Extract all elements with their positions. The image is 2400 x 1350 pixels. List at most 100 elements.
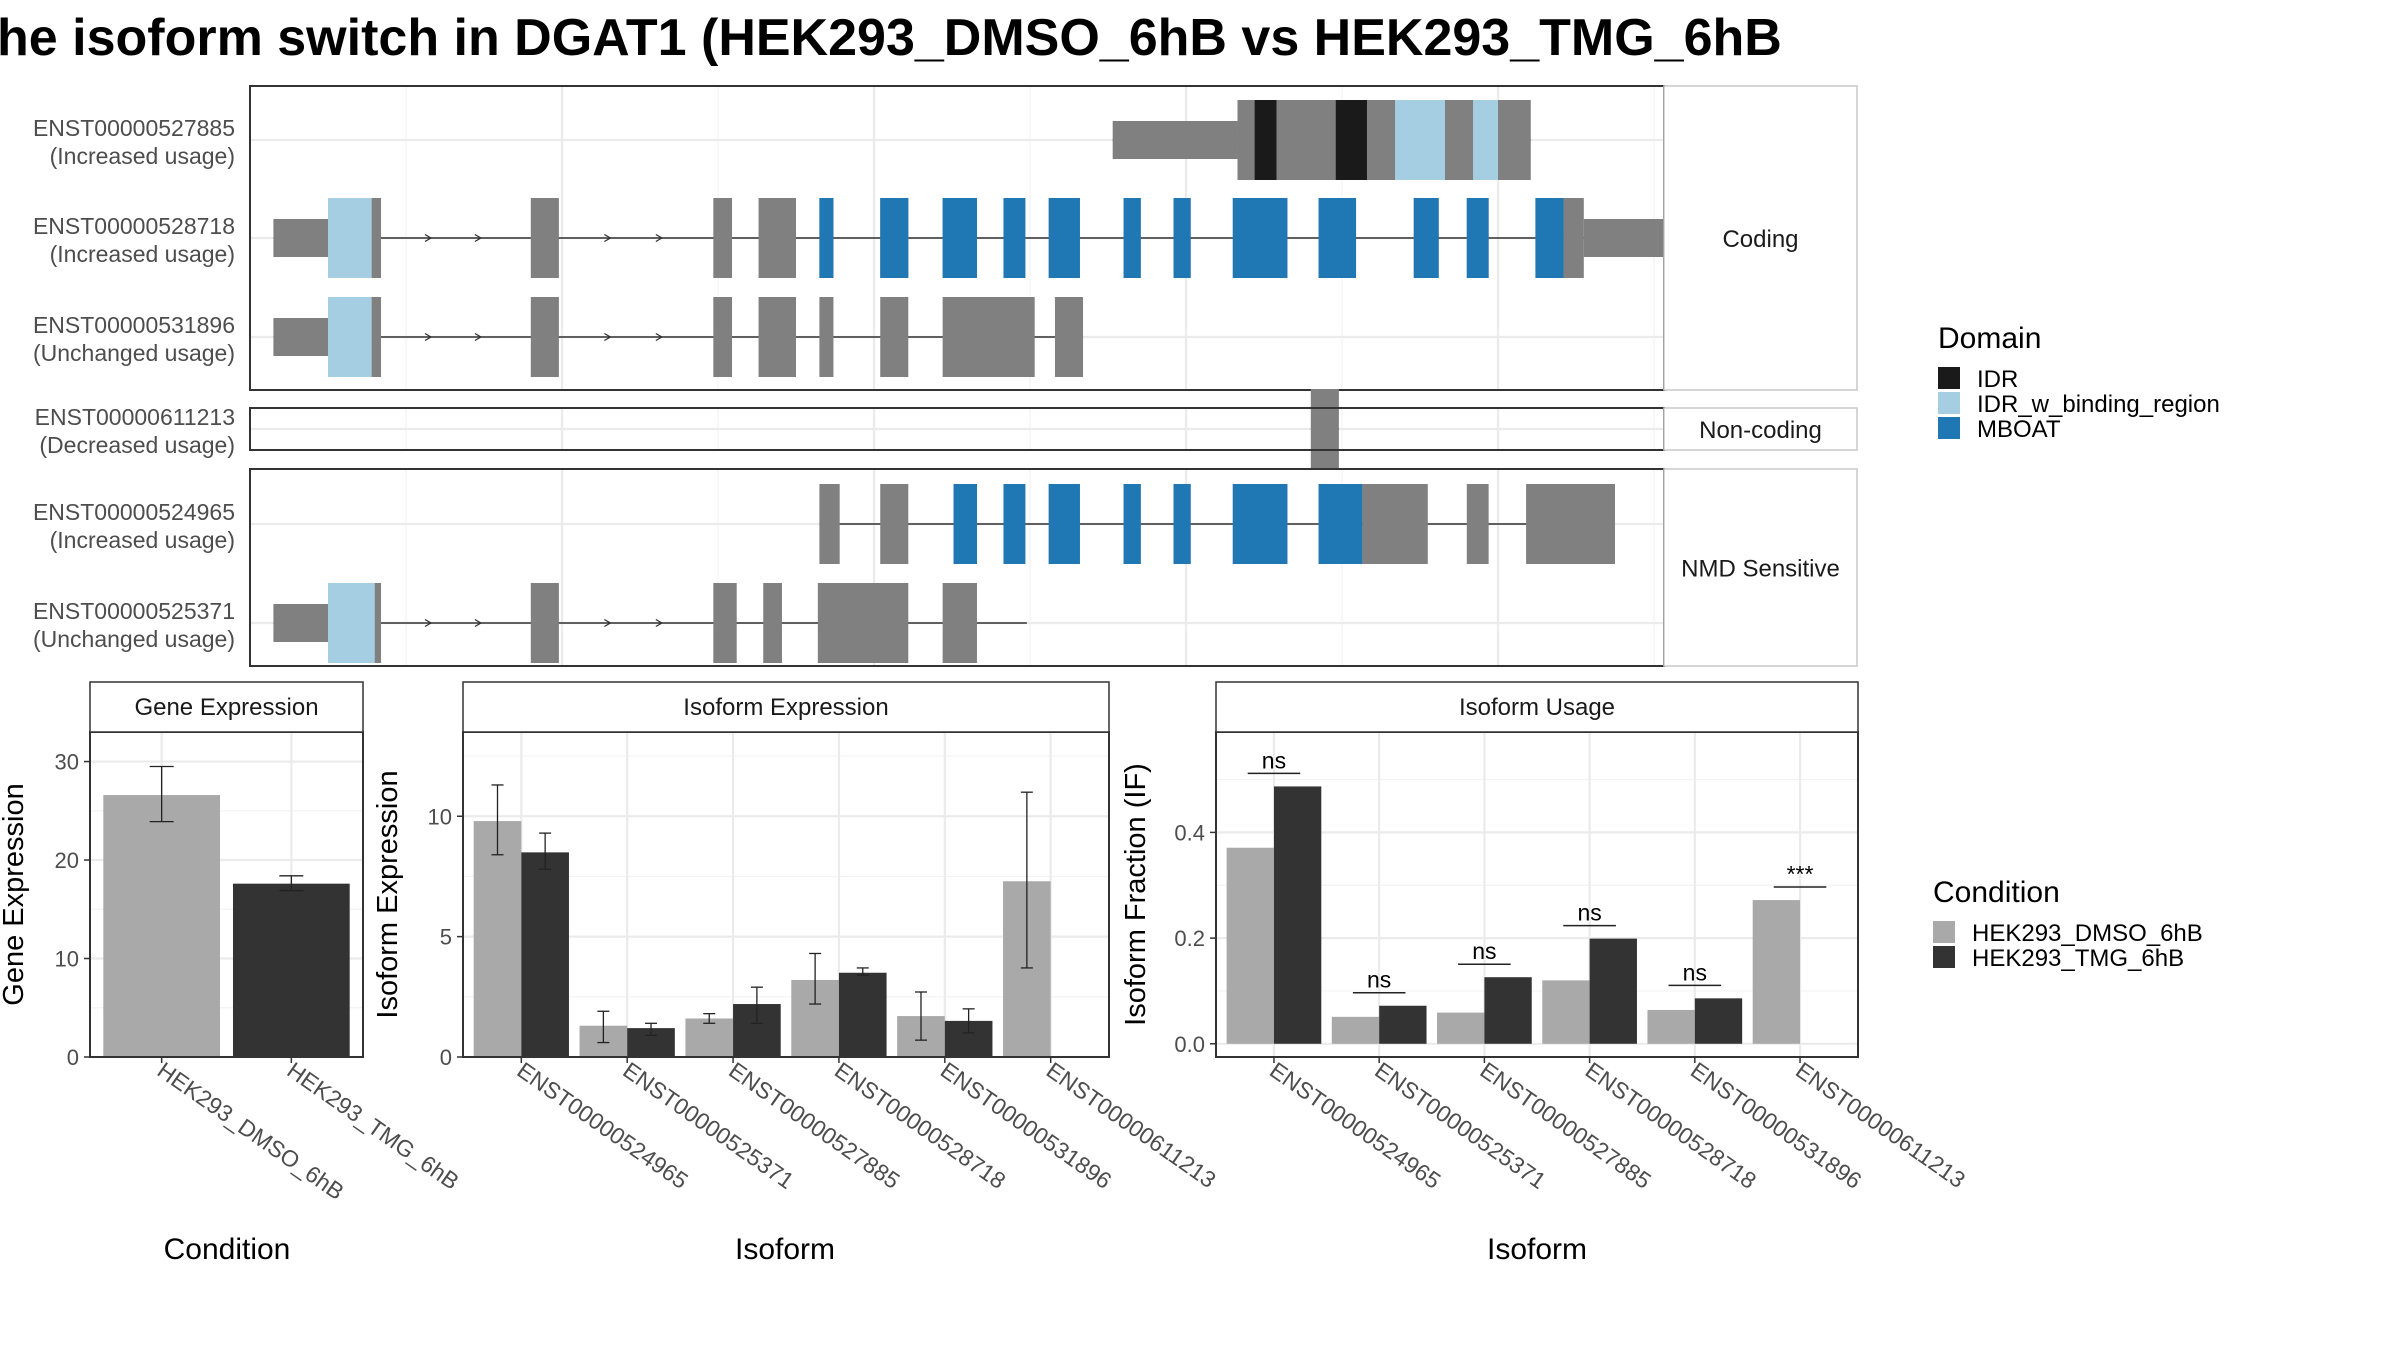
significance-label: ns (1577, 900, 1601, 926)
y-axis-label: Gene Expression (0, 783, 30, 1005)
bar (1226, 847, 1274, 1044)
coding-exon (1466, 484, 1489, 564)
domain-mboat (819, 198, 834, 278)
transcript-id-label: ENST00000528718 (33, 213, 235, 239)
coding-exon (819, 484, 840, 564)
x-tick-label: ENST00000527885 (1476, 1057, 1656, 1194)
plot-background (1216, 732, 1858, 1057)
utr-exon (273, 604, 328, 642)
x-tick-label: ENST00000525371 (1370, 1057, 1550, 1194)
y-tick-label: 20 (55, 848, 79, 873)
domain-mboat (953, 484, 977, 564)
bar (1647, 1009, 1695, 1044)
legend-label: MBOAT (1977, 416, 2061, 443)
transcript-ENST00000611213: ENST00000611213(Decreased usage) (35, 389, 1339, 469)
x-tick-label: ENST00000528718 (830, 1057, 1010, 1194)
x-tick-label: ENST00000524965 (1265, 1057, 1445, 1194)
coding-exon (758, 297, 796, 377)
y-axis-label: Isoform Expression (372, 770, 404, 1018)
expression-bar-plots: 0102030HEK293_DMSO_6hBHEK293_TMG_6hBGene… (0, 681, 1970, 1266)
transcript-id-label: ENST00000531896 (33, 312, 235, 338)
significance-label: ns (1262, 747, 1286, 773)
facet-strip-label: NMD Sensitive (1681, 556, 1840, 583)
strand-arrow (604, 332, 612, 342)
coding-exon (1310, 389, 1339, 469)
domain-idr (1335, 100, 1367, 180)
strand-arrow (655, 618, 664, 628)
y-tick-label: 10 (55, 947, 79, 972)
domain-idr-w-binding-region (328, 198, 372, 278)
bar (1437, 1012, 1485, 1044)
domain-mboat (1318, 484, 1363, 564)
y-tick-label: 10 (428, 804, 452, 829)
bar (838, 972, 887, 1057)
coding-exon (530, 583, 559, 663)
domain-mboat (1173, 484, 1191, 564)
domain-mboat (1048, 484, 1080, 564)
x-tick-label: ENST00000525371 (618, 1057, 798, 1194)
facet-strip (1663, 468, 1858, 667)
legend-label: HEK293_TMG_6hB (1972, 945, 2184, 972)
bar (1379, 1005, 1427, 1044)
y-tick-label: 0.2 (1174, 926, 1205, 951)
domain-idr-w-binding-region (328, 583, 375, 663)
x-tick-label: ENST00000524965 (512, 1057, 692, 1194)
y-axis-label: Isoform Fraction (IF) (1120, 763, 1152, 1026)
transcript-id-label: ENST00000611213 (35, 404, 235, 430)
coding-exon (1362, 484, 1428, 564)
transcript-usage-label: (Increased usage) (50, 241, 235, 267)
significance-label: ns (1683, 959, 1707, 985)
legend-key (1938, 417, 1960, 439)
bar (1589, 938, 1637, 1044)
domain-mboat (1466, 198, 1489, 278)
transcript-ENST00000524965: ENST00000524965(Increased usage) (33, 484, 1615, 564)
coding-exon (1563, 198, 1584, 278)
panel-strip (462, 681, 1110, 733)
coding-exon (942, 297, 1035, 377)
x-axis-label: Isoform (1487, 1233, 1587, 1266)
legend-key (1938, 367, 1960, 389)
bar (1484, 977, 1532, 1044)
bar (1694, 998, 1743, 1044)
plot-background (463, 732, 1109, 1057)
domain-mboat (1232, 484, 1288, 564)
domain-idr-w-binding-region (328, 297, 372, 377)
coding-exon (530, 198, 559, 278)
strand-arrow (424, 332, 433, 342)
utr-exon (273, 318, 328, 356)
structure-facet-coding: ENST00000527885(Increased usage)ENST0000… (33, 85, 1858, 391)
strand-arrow (604, 618, 612, 628)
facet-strip-label: Non-coding (1699, 417, 1822, 444)
legend-key (1933, 921, 1955, 943)
facet-strip (1663, 85, 1858, 391)
domain-idr-w-binding-region (1395, 100, 1445, 180)
y-tick-label: 0.0 (1174, 1032, 1205, 1057)
x-tick-label: ENST00000531896 (936, 1057, 1116, 1194)
x-axis-label: Condition (164, 1233, 291, 1266)
panel-title: Isoform Usage (1459, 694, 1615, 721)
transcript-usage-label: (Increased usage) (50, 143, 235, 169)
x-tick-label: ENST00000527885 (724, 1057, 904, 1194)
domain-mboat (1318, 198, 1357, 278)
bar (473, 821, 522, 1057)
legend-label: IDR_w_binding_region (1977, 391, 2220, 418)
bar (1331, 1016, 1380, 1044)
legend-key (1938, 392, 1960, 414)
y-tick-label: 5 (440, 925, 452, 950)
domain-idr (1254, 100, 1277, 180)
domain-mboat (1003, 198, 1026, 278)
domain-idr-w-binding-region (1473, 100, 1498, 180)
bar (685, 1018, 734, 1057)
bar (232, 883, 350, 1057)
panel-title: Isoform Expression (683, 694, 888, 721)
coding-exon (713, 198, 733, 278)
strand-arrow (655, 233, 664, 243)
coding-exon (817, 583, 909, 663)
bar-panel-isoform-usage: 0.00.20.4nsnsnsnsns***ENST00000524965ENS… (1120, 681, 1970, 1266)
transcript-ENST00000525371: ENST00000525371(Unchanged usage) (33, 583, 1027, 663)
domain-mboat (1003, 484, 1026, 564)
strand-arrow (424, 618, 433, 628)
coding-exon (713, 297, 733, 377)
